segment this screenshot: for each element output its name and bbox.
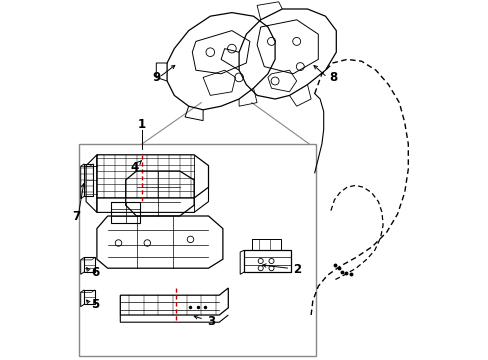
Text: 9: 9 (152, 71, 161, 84)
Bar (79, 144, 316, 356)
Text: 6: 6 (91, 266, 100, 279)
Text: 5: 5 (91, 298, 100, 311)
Text: 1: 1 (138, 118, 145, 131)
Text: 3: 3 (194, 315, 214, 328)
Text: 2: 2 (262, 263, 301, 276)
Text: 7: 7 (72, 210, 80, 222)
Text: 8: 8 (328, 71, 337, 84)
Text: 4: 4 (130, 161, 142, 174)
